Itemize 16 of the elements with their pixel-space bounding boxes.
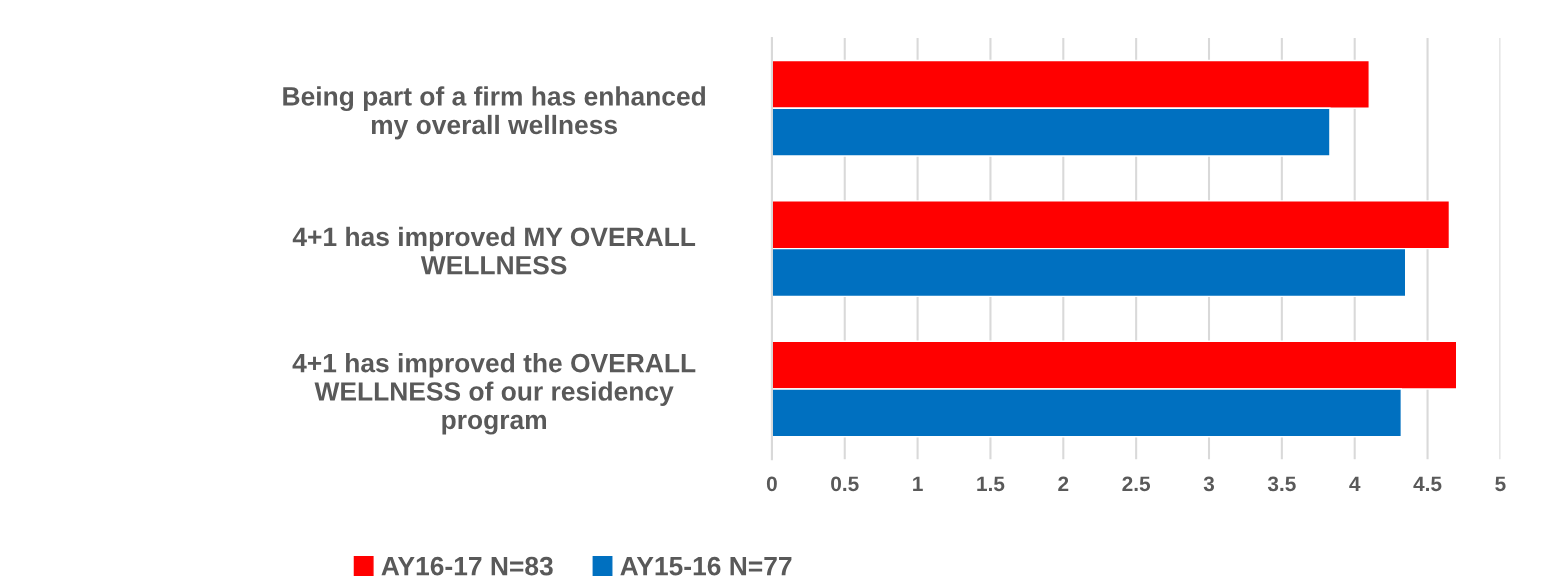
x-tick-label: 2 xyxy=(1058,476,1069,491)
x-tick-label: 1 xyxy=(913,476,923,491)
x-tick-label: 3.5 xyxy=(1267,476,1296,492)
x-tick-label: 0.5 xyxy=(831,476,859,492)
y-tick-label: 4+1 has improved MY OVERALL WELLNESS xyxy=(292,226,696,275)
x-tick-label: 0 xyxy=(766,476,777,492)
y-tick-label: 4+1 has improved the OVERALL WELLNESS of our residency program xyxy=(292,353,696,435)
x-tick-label: 3 xyxy=(1203,476,1215,492)
x-tick-label: 2.5 xyxy=(1122,476,1151,492)
legend-label: AY16-17 N=83 xyxy=(381,556,553,576)
legend-label: AY15-16 N=77 xyxy=(620,556,792,576)
x-tick-label: 1.5 xyxy=(977,476,1005,492)
x-tick-label: 4.5 xyxy=(1413,476,1442,492)
x-tick-label: 5 xyxy=(1495,476,1506,492)
x-tick-label: 4 xyxy=(1349,476,1361,491)
y-tick-label: Being part of a firm has enhanced my overall wellness xyxy=(283,86,706,140)
